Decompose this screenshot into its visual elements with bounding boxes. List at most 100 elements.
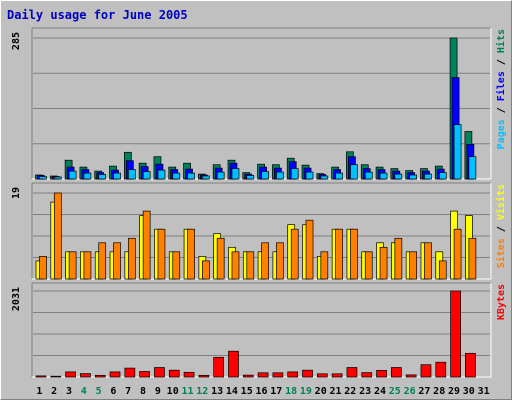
bar-pages xyxy=(142,171,151,180)
bar-pages xyxy=(246,175,255,180)
x-tick-label: 15 xyxy=(241,386,253,397)
bar-kbytes xyxy=(257,372,269,378)
bar-kbytes xyxy=(435,361,447,378)
bar-sites xyxy=(172,251,181,280)
bar-pages xyxy=(350,164,358,180)
bar-sites xyxy=(261,242,269,280)
y-max-label: 2031 xyxy=(11,287,22,311)
bar-sites xyxy=(379,246,388,280)
bar-kbytes xyxy=(35,375,47,378)
x-tick-label: 14 xyxy=(226,386,238,397)
bar-kbytes xyxy=(242,374,254,378)
panel-background xyxy=(32,28,491,179)
x-tick-label: 3 xyxy=(66,386,72,397)
bar-pages xyxy=(98,174,107,180)
bar-pages xyxy=(335,172,343,180)
bar-sites xyxy=(335,228,343,280)
bar-kbytes xyxy=(139,371,150,378)
x-tick-label: 10 xyxy=(167,386,179,397)
bar-pages xyxy=(424,173,432,180)
bar-sites xyxy=(113,242,121,280)
x-tick-label: 4 xyxy=(81,386,87,397)
bar-pages xyxy=(320,175,329,180)
bar-kbytes xyxy=(109,371,121,378)
x-tick-label: 26 xyxy=(404,386,416,397)
legend-part: / xyxy=(496,53,507,71)
legend-part: Hits xyxy=(495,29,507,53)
x-tick-label: 13 xyxy=(211,386,223,397)
bar-kbytes xyxy=(450,290,461,378)
series-legend-label: Pages / Files / Hits xyxy=(495,29,507,149)
bar-pages xyxy=(305,171,314,180)
x-tick-label: 27 xyxy=(418,386,430,397)
bar-kbytes xyxy=(168,369,180,378)
x-tick-label: 31 xyxy=(478,386,490,397)
bar-pages xyxy=(68,170,77,180)
bar-sites xyxy=(216,237,225,280)
bar-pages xyxy=(276,171,284,180)
x-tick-label: 25 xyxy=(389,386,401,397)
bar-kbytes xyxy=(391,367,402,378)
x-tick-label: 11 xyxy=(181,386,193,397)
x-tick-label: 22 xyxy=(344,386,356,397)
bar-sites xyxy=(142,210,151,280)
bar-sites xyxy=(438,260,447,280)
bar-sites xyxy=(320,251,329,280)
bar-pages xyxy=(261,171,269,180)
bar-pages xyxy=(113,172,121,180)
x-tick-label: 24 xyxy=(374,386,386,397)
bar-kbytes xyxy=(228,350,239,378)
bar-sites xyxy=(246,251,255,280)
bar-sites xyxy=(276,242,284,280)
chart-title: Daily usage for June 2005 xyxy=(7,8,188,22)
bar-kbytes xyxy=(198,374,210,378)
bar-sites xyxy=(53,192,62,280)
bar-sites xyxy=(127,237,136,280)
legend-part: Sites xyxy=(495,238,507,268)
bar-sites xyxy=(394,237,403,280)
x-tick-label: 9 xyxy=(155,386,161,397)
bar-pages xyxy=(379,172,388,180)
bar-sites xyxy=(468,237,477,280)
x-tick-label: 18 xyxy=(285,386,297,397)
bar-pages xyxy=(216,171,225,180)
x-tick-label: 6 xyxy=(110,386,116,397)
x-tick-label: 5 xyxy=(96,386,102,397)
legend-part: Pages xyxy=(496,119,507,149)
bar-sites xyxy=(98,242,107,280)
bar-sites xyxy=(305,219,314,280)
bar-kbytes xyxy=(331,373,343,378)
x-tick-label: 8 xyxy=(140,386,146,397)
x-tick-label: 2 xyxy=(51,386,57,397)
y-max-label: 19 xyxy=(11,187,22,199)
bar-sites xyxy=(39,256,47,280)
bar-kbytes xyxy=(287,371,299,378)
bar-sites xyxy=(424,242,432,280)
bar-sites xyxy=(187,228,195,280)
bar-sites xyxy=(83,251,92,280)
x-tick-label: 23 xyxy=(359,386,371,397)
x-tick-label: 7 xyxy=(125,386,131,397)
bar-pages xyxy=(127,169,136,180)
bar-pages xyxy=(438,172,447,180)
x-tick-label: 20 xyxy=(315,386,327,397)
legend-part: / xyxy=(496,220,507,238)
bar-kbytes xyxy=(154,367,165,378)
bar-sites xyxy=(157,228,166,280)
bar-kbytes xyxy=(405,374,417,378)
series-legend-label: Sites / Visits xyxy=(495,184,507,268)
x-tick-label: 29 xyxy=(448,386,460,397)
bar-kbytes xyxy=(94,374,106,378)
bar-kbytes xyxy=(80,373,91,378)
legend-part: / xyxy=(496,101,507,119)
legend-part: KBytes xyxy=(496,284,507,320)
series-legend-label: KBytes xyxy=(496,284,507,320)
legend-part: Visits xyxy=(495,184,507,220)
x-tick-label: 30 xyxy=(463,386,475,397)
bar-sites xyxy=(350,228,358,280)
bar-kbytes xyxy=(376,370,387,378)
bar-kbytes xyxy=(183,371,195,378)
bar-pages xyxy=(453,124,462,180)
